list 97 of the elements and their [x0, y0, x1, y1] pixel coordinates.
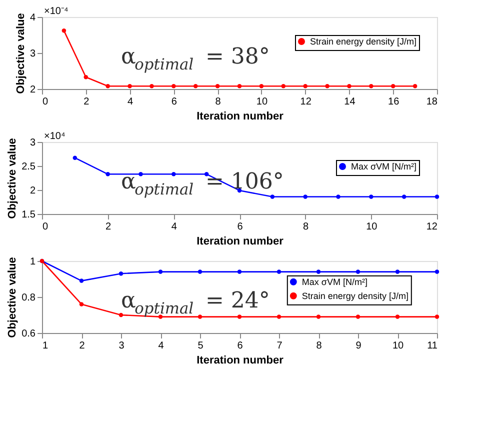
- x-axis-title: Iteration number: [196, 236, 284, 248]
- point: [412, 84, 418, 88]
- x-tick-label: 4: [158, 340, 164, 352]
- point: [434, 194, 440, 199]
- x-tick-label: 18: [426, 96, 438, 108]
- x-tick-label: 11: [427, 340, 438, 352]
- point: [72, 156, 78, 160]
- x-tick-label: 6: [171, 96, 178, 108]
- x-tick-label: 0: [42, 96, 48, 108]
- x-tick-label: 4: [171, 222, 178, 232]
- x-tick-label: 10: [366, 222, 378, 232]
- y-tick-label: 2: [30, 186, 36, 196]
- point: [369, 194, 374, 199]
- x-tick-label: 16: [388, 96, 400, 108]
- point: [118, 271, 124, 276]
- x-tick-label: 9: [356, 340, 362, 352]
- x-tick-label: 2: [84, 96, 90, 108]
- point: [237, 314, 242, 319]
- x-tick-label: 6: [237, 222, 244, 232]
- point: [395, 314, 400, 319]
- x-tick-label: 8: [215, 96, 222, 108]
- y-tick-label: 0.8: [22, 292, 36, 304]
- point: [434, 270, 440, 274]
- x-axis-title: Iteration number: [196, 354, 284, 366]
- y-axis-title: Objective value: [6, 138, 19, 219]
- legend-label: Strain energy density [J/m]: [310, 36, 417, 46]
- point: [158, 270, 163, 274]
- point: [237, 270, 242, 274]
- x-tick-label: 2: [79, 340, 86, 352]
- x-tick-label: 3: [118, 340, 125, 352]
- x-tick-label: 1: [42, 340, 48, 352]
- y-tick-label: 3: [30, 48, 36, 60]
- x-tick-label: 0: [42, 222, 48, 232]
- point: [84, 75, 88, 80]
- point: [138, 172, 143, 176]
- point: [215, 84, 220, 88]
- x-tick-label: 12: [300, 96, 312, 108]
- x-tick-label: 10: [392, 340, 404, 352]
- y-tick-label: 2: [30, 84, 36, 96]
- point: [281, 84, 286, 88]
- y-tick-label: 3: [30, 138, 36, 148]
- y-tick-label: 0.6: [22, 328, 36, 340]
- legend-label: Max σVM [N/m²]: [302, 276, 368, 287]
- point: [204, 172, 209, 176]
- y-tick-label: 1.5: [22, 210, 36, 220]
- point: [325, 84, 330, 88]
- x-axis-title: Iteration number: [196, 110, 284, 122]
- point: [316, 270, 321, 274]
- x-tick-label: 8: [303, 222, 310, 232]
- point: [128, 84, 132, 88]
- point: [390, 84, 396, 88]
- point: [402, 194, 406, 199]
- x-tick-label: 5: [198, 340, 204, 352]
- point: [270, 194, 275, 199]
- point: [259, 84, 264, 88]
- point: [347, 84, 352, 88]
- point: [356, 314, 360, 319]
- point: [336, 194, 340, 199]
- text: ×10⁻⁴: [44, 6, 68, 17]
- point: [150, 84, 154, 88]
- text: ×10⁴: [44, 131, 66, 142]
- x-tick-label: 12: [426, 222, 438, 232]
- point: [106, 84, 110, 88]
- point: [106, 172, 110, 176]
- point: [356, 270, 360, 274]
- point: [79, 278, 84, 283]
- y-axis-title: Objective value: [6, 257, 19, 338]
- point: [237, 84, 242, 88]
- x-tick-label: 7: [276, 340, 283, 352]
- point: [276, 314, 282, 319]
- x-tick-label: 14: [344, 96, 356, 108]
- x-tick-label: 4: [127, 96, 134, 108]
- point: [303, 194, 308, 199]
- y-tick-label: 4: [30, 12, 36, 24]
- point: [198, 314, 202, 319]
- point: [193, 84, 198, 88]
- point: [198, 270, 202, 274]
- x-tick-label: 10: [256, 96, 268, 108]
- point: [276, 270, 282, 274]
- legend-label: Max σVM [N/m²]: [351, 162, 417, 172]
- point: [369, 84, 374, 88]
- point: [62, 28, 66, 33]
- x-tick-label: 2: [106, 222, 112, 232]
- point: [434, 314, 440, 319]
- y-axis-title: Objective value: [14, 13, 27, 94]
- point: [303, 84, 308, 88]
- point: [316, 314, 321, 319]
- x-tick-label: 6: [237, 340, 244, 352]
- x-tick-label: 8: [316, 340, 322, 352]
- point: [79, 302, 84, 306]
- legend-label: Strain energy density [J/m]: [302, 290, 408, 301]
- point: [172, 172, 176, 176]
- y-tick-label: 2.5: [22, 162, 36, 172]
- y-tick-label: 1: [30, 256, 36, 268]
- point: [172, 84, 176, 88]
- point: [395, 270, 400, 274]
- point: [118, 312, 124, 318]
